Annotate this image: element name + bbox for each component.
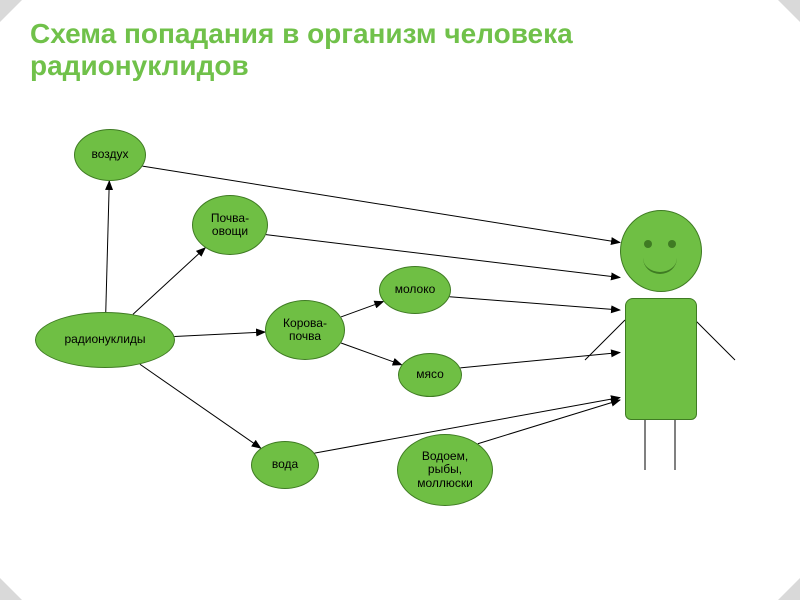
human-figure xyxy=(0,0,800,600)
human-eye-icon xyxy=(644,240,652,248)
human-eye-icon xyxy=(668,240,676,248)
slide: Схема попадания в организм человека ради… xyxy=(0,0,800,600)
human-body-icon xyxy=(625,298,697,420)
human-head-icon xyxy=(620,210,702,292)
